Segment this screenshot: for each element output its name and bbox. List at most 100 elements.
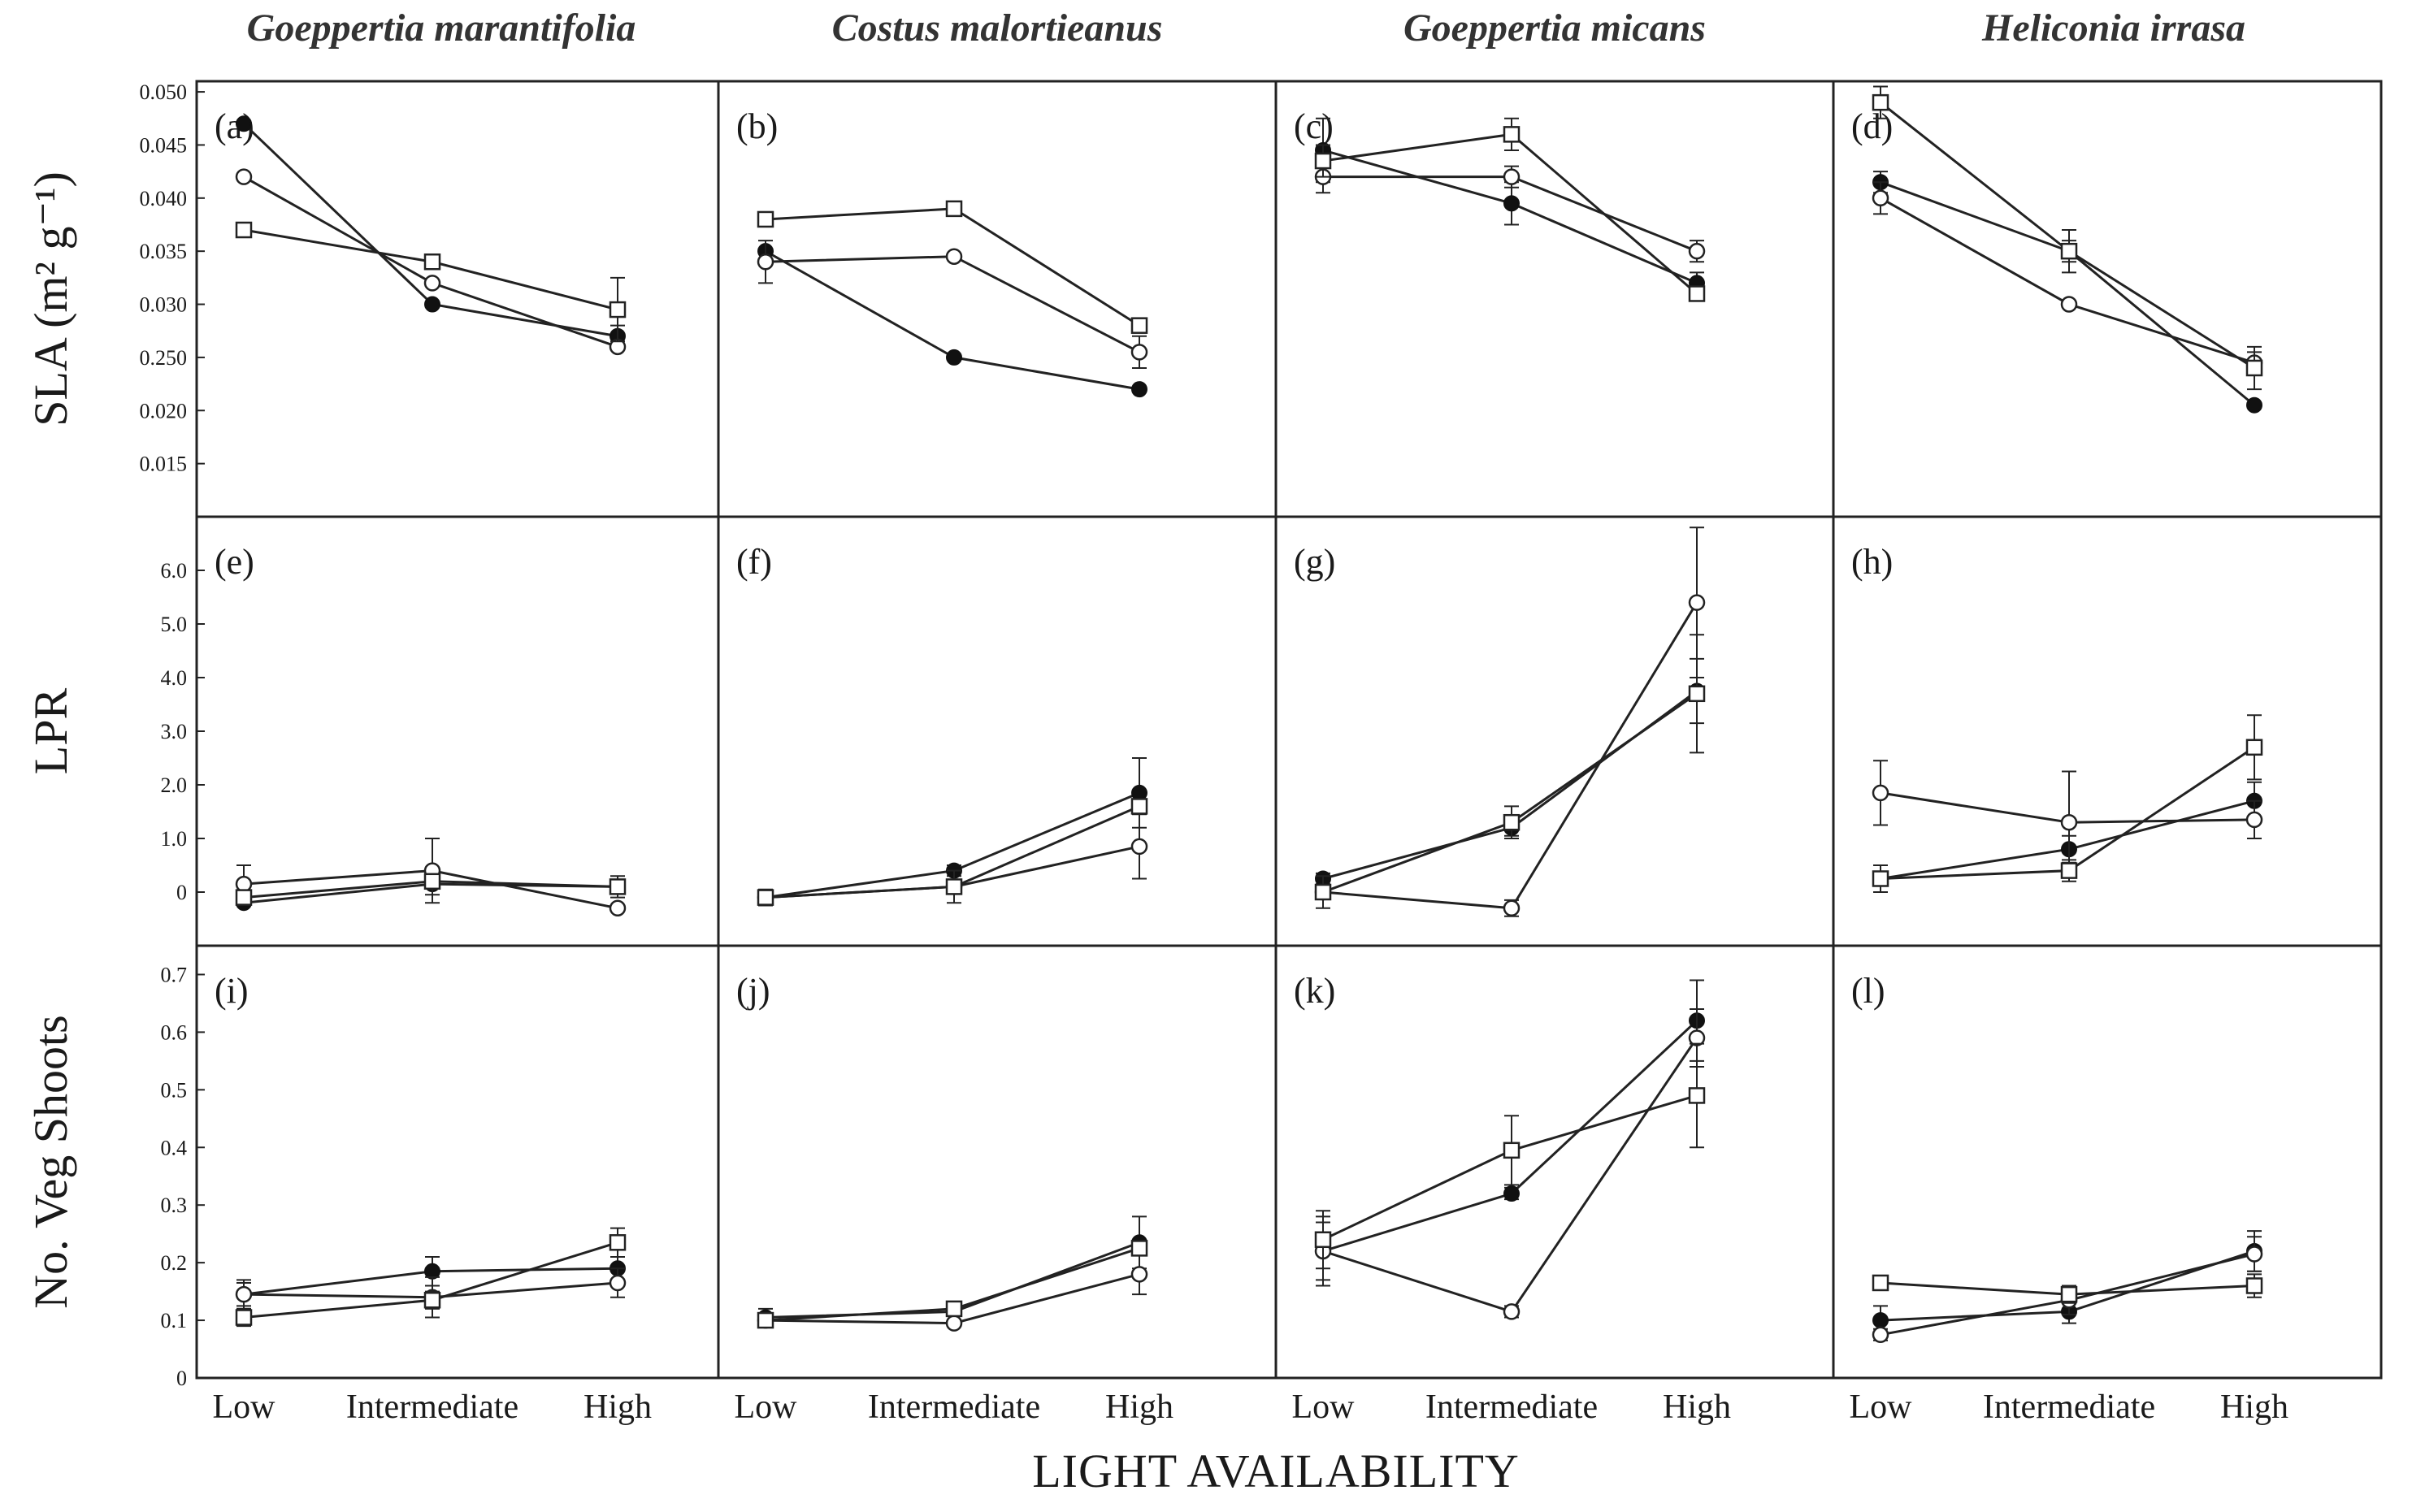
marker-open-circle	[1872, 189, 1889, 207]
marker-filled-circle	[1503, 195, 1520, 212]
y-axis-label-sla: SLA (m² g⁻¹)	[24, 171, 77, 427]
y-tick-label: 0.015	[140, 453, 188, 476]
panel-label: (g)	[1294, 542, 1335, 582]
panel-label: (b)	[736, 106, 778, 146]
series-line-filled-circle	[765, 249, 1140, 391]
y-tick-label: 0.7	[161, 963, 188, 986]
y-tick-label: 0.6	[161, 1020, 188, 1044]
marker-open-square	[1314, 883, 1332, 901]
x-tick-high: High	[583, 1389, 652, 1426]
marker-open-circle	[1130, 1266, 1148, 1283]
marker-open-square	[1688, 1087, 1706, 1104]
panel-label: (h)	[1851, 542, 1893, 582]
y-axis-label-veg-shoots: No. Veg Shoots	[24, 1015, 77, 1308]
y-tick-label: 6.0	[161, 559, 188, 583]
marker-open-square	[235, 221, 253, 239]
series-line-filled-circle	[1880, 180, 2255, 406]
y-tick-label: 0.050	[140, 80, 188, 104]
marker-filled-circle	[236, 115, 252, 132]
y-tick-label: 5.0	[161, 613, 188, 636]
marker-open-square	[1872, 1274, 1889, 1292]
series-line-open-circle	[765, 255, 1140, 353]
marker-open-circle	[945, 1315, 963, 1332]
marker-open-square	[423, 1291, 441, 1309]
marker-open-circle	[609, 1274, 627, 1292]
y-tick-label: 0	[176, 1367, 187, 1390]
y-tick-label: 0.1	[161, 1309, 188, 1332]
y-tick-label: 0.5	[161, 1078, 188, 1102]
x-axis-label: LIGHT AVAILABILITY	[1032, 1445, 1520, 1497]
marker-open-circle	[1503, 1303, 1521, 1320]
figure-frame	[195, 80, 2383, 1380]
panel-label: (i)	[215, 971, 249, 1011]
marker-open-circle	[2245, 1246, 2263, 1263]
series-line-open-circle	[1880, 197, 2255, 364]
series-line-open-square	[1880, 746, 2255, 880]
y-tick-label: 0.040	[140, 187, 188, 210]
panel-label: (e)	[215, 542, 254, 582]
marker-open-circle	[2060, 813, 2078, 831]
marker-open-square	[1503, 126, 1521, 143]
marker-open-circle	[1503, 899, 1521, 917]
marker-open-square	[1503, 813, 1521, 831]
marker-open-square	[2060, 862, 2078, 879]
marker-filled-circle	[2246, 396, 2262, 414]
x-tick-low: Low	[213, 1389, 276, 1426]
marker-open-square	[2060, 242, 2078, 260]
series-line-open-square	[1322, 132, 1698, 295]
marker-open-square	[1130, 798, 1148, 815]
marker-open-square	[1872, 93, 1889, 111]
marker-open-square	[423, 873, 441, 890]
marker-open-square	[2245, 739, 2263, 756]
marker-open-square	[1314, 152, 1332, 170]
marker-open-circle	[1688, 594, 1706, 611]
marker-open-square	[1872, 870, 1889, 887]
species-title-4: Heliconia irrasa	[1981, 6, 2245, 50]
panel-label: (j)	[736, 971, 770, 1011]
y-axis-label-lpr: LPR	[24, 688, 77, 775]
species-title-3: Goeppertia micans	[1403, 6, 1706, 50]
marker-open-square	[945, 878, 963, 895]
marker-open-square	[609, 878, 627, 895]
y-tick-label: 4.0	[161, 666, 188, 690]
x-tick-intermediate: Intermediate	[346, 1389, 518, 1426]
x-tick-high: High	[1663, 1389, 1731, 1426]
marker-open-circle	[1872, 1326, 1889, 1344]
marker-open-square	[609, 301, 627, 318]
series-line-filled-circle	[1322, 690, 1698, 880]
marker-open-square	[1314, 1231, 1332, 1249]
marker-open-square	[945, 1300, 963, 1318]
marker-open-square	[2060, 1285, 2078, 1303]
data-series	[235, 85, 2263, 1344]
y-tick-label: 0.3	[161, 1194, 188, 1217]
panel-label: (d)	[1851, 106, 1893, 146]
panel-label: (f)	[736, 542, 772, 582]
marker-open-circle	[235, 168, 253, 185]
x-tick-intermediate: Intermediate	[1425, 1389, 1598, 1426]
marker-open-square	[1503, 1142, 1521, 1159]
marker-open-circle	[2060, 296, 2078, 313]
marker-open-square	[1130, 317, 1148, 334]
marker-open-square	[235, 1309, 253, 1326]
y-tick-label: 0.035	[140, 240, 188, 263]
x-tick-low: Low	[1850, 1389, 1913, 1426]
marker-open-circle	[2245, 811, 2263, 829]
y-tick-label: 0.020	[140, 399, 188, 422]
y-tick-label: 0	[176, 881, 187, 904]
marker-open-square	[757, 210, 774, 228]
panel-borders	[195, 80, 2383, 1380]
marker-open-circle	[609, 899, 627, 917]
y-tick-label: 0.4	[161, 1136, 188, 1159]
y-tick-label: 0.045	[140, 133, 188, 157]
panel-label: (l)	[1851, 971, 1885, 1011]
marker-open-square	[757, 1311, 774, 1329]
marker-open-circle	[1130, 838, 1148, 856]
species-title-1: Goeppertia marantifolia	[247, 6, 636, 50]
y-tick-label: 1.0	[161, 827, 188, 851]
marker-open-square	[609, 1234, 627, 1251]
series-line-open-square	[765, 207, 1140, 327]
x-tick-high: High	[1105, 1389, 1173, 1426]
marker-open-square	[235, 889, 253, 906]
marker-filled-circle	[946, 349, 962, 366]
series-line-filled-circle	[1322, 1020, 1698, 1253]
